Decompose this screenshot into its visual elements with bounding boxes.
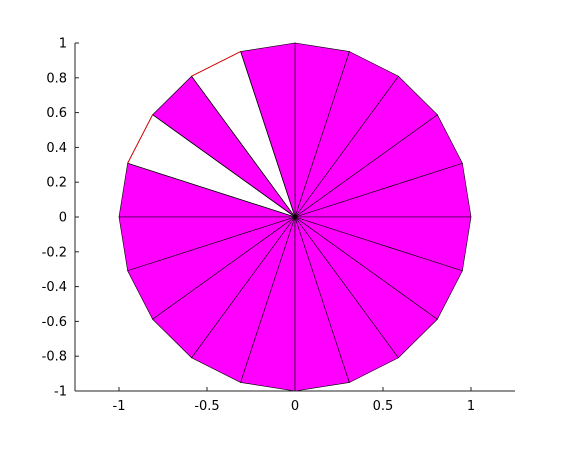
pie-slice-edge-a-6: [240, 51, 296, 218]
y-tick-label-10: -1: [54, 385, 67, 400]
pie-slice-face-14: [240, 217, 295, 391]
pie-slice-edge-b-6: [191, 75, 296, 218]
pie-slice-face-16: [295, 217, 399, 383]
pie-slice-edge-b-8: [127, 162, 296, 218]
pie-slice-face-15: [295, 217, 350, 391]
plot-area: [118, 42, 472, 392]
x-tick-label-4: 1: [467, 399, 475, 414]
y-tick-label-4: 0.2: [46, 176, 67, 191]
pie-slice-outline-19: [294, 216, 472, 272]
pie-slice-face-5: [240, 43, 295, 217]
pie-slice-face-2: [295, 76, 438, 217]
axes: -1 -0.5 0 0.5 1 1 0.8 0.6 0.4 0.2 0 -0.2 -0.4 -0.6 -0.…: [42, 37, 515, 414]
pie-slice-outer-edge-8: [127, 114, 154, 164]
pie-slice-8: [127, 114, 296, 218]
y-tick-label-3: 0.4: [46, 141, 67, 156]
pie-slice-face-0: [295, 163, 471, 217]
y-tick-label-6: -0.2: [42, 245, 67, 260]
pie-slice-face-11: [127, 217, 296, 320]
y-tick-label-2: 0.6: [46, 106, 67, 121]
pie-slice-face-19: [295, 217, 471, 271]
pie-slice-face-4: [295, 43, 350, 217]
x-tick-label-1: -0.5: [194, 399, 219, 414]
pie-slice-face-18: [295, 217, 463, 320]
pie-slice-face-17: [295, 217, 438, 358]
pie-slice-face-9: [119, 163, 295, 217]
x-tick-label-3: 0.5: [373, 399, 394, 414]
pie-slice-face-8: [127, 114, 296, 217]
y-tick-label-7: -0.4: [42, 280, 67, 295]
y-tick-label-1: 0.8: [46, 71, 67, 86]
pie-slice-face-7: [152, 76, 295, 217]
pie-slice-6: [191, 51, 296, 218]
pie-slice-face-12: [152, 217, 295, 358]
pie-slice-face-6: [191, 51, 295, 217]
pie-slice-outer-edge-6: [191, 51, 241, 77]
y-tick-label-8: -0.6: [42, 315, 67, 330]
pie-slice-edge-a-8: [152, 114, 296, 218]
pie-slice-face-13: [191, 217, 295, 383]
x-tick-label-0: -1: [113, 399, 126, 414]
y-tick-label-5: 0: [59, 211, 67, 226]
y-tick-label-0: 1: [59, 37, 67, 52]
pie-slice-19: [294, 216, 472, 272]
pie-slice-face-3: [295, 51, 399, 217]
x-tick-label-2: 0: [291, 399, 299, 414]
y-tick-label-9: -0.8: [42, 350, 67, 365]
pie-slice-face-10: [119, 217, 295, 271]
pie-slice-face-1: [295, 114, 463, 217]
